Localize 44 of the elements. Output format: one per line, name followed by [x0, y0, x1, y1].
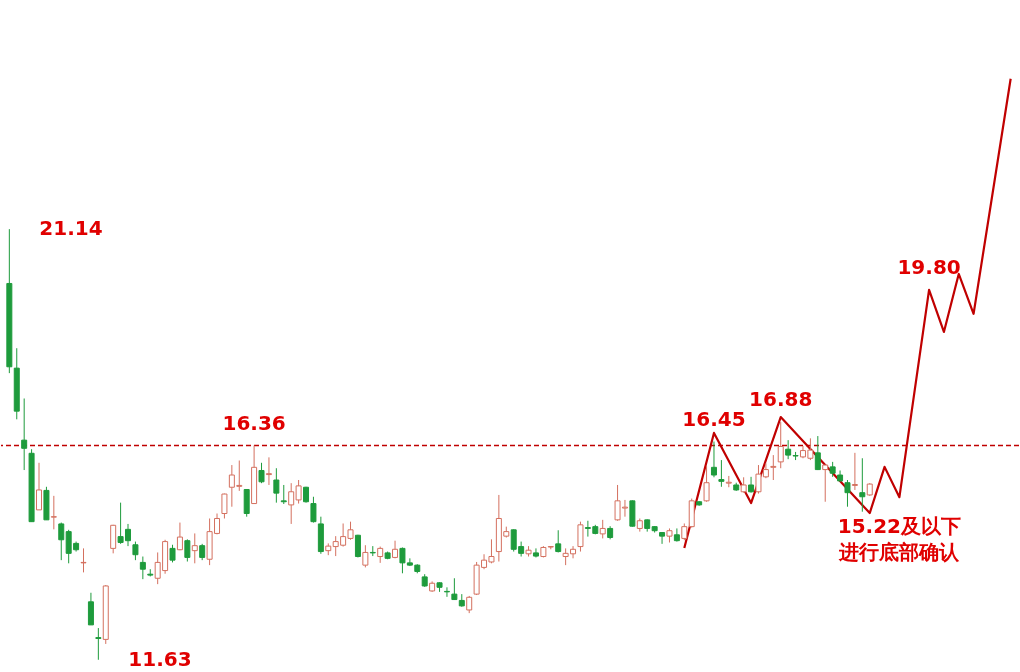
candlestick	[273, 467, 280, 504]
candlestick	[814, 435, 821, 471]
candlestick	[191, 532, 198, 564]
candlestick	[770, 454, 777, 481]
candlestick	[80, 547, 87, 573]
candlestick	[110, 524, 117, 554]
annotation: 16.88	[749, 387, 813, 412]
candlestick	[221, 493, 228, 519]
candlestick	[703, 465, 710, 503]
candlestick	[258, 462, 265, 484]
annotation: 19.80	[897, 254, 961, 279]
candlestick	[673, 527, 680, 543]
candlestick	[851, 452, 858, 491]
annotation: 进行底部确认	[838, 540, 961, 565]
candlestick	[36, 462, 43, 511]
annotation: 16.45	[682, 406, 746, 431]
candlestick	[139, 556, 146, 580]
candlestick	[577, 521, 584, 553]
candlestick	[50, 495, 57, 530]
candlestick	[280, 484, 287, 505]
candlestick	[599, 519, 606, 539]
candlestick	[718, 459, 725, 488]
candlestick	[362, 544, 369, 568]
candlestick	[132, 541, 139, 561]
candlestick	[95, 627, 102, 661]
candlestick	[176, 522, 183, 551]
candlestick	[844, 479, 851, 508]
annotation: 11.63	[128, 646, 192, 671]
candlestick	[310, 496, 317, 524]
candlestick	[243, 488, 250, 518]
candlestick	[58, 522, 65, 561]
annotation: 15.22及以下	[837, 514, 962, 539]
candlestick	[265, 456, 272, 486]
candlestick	[87, 592, 94, 626]
candlestick	[777, 421, 784, 469]
candlestick	[748, 476, 755, 494]
annotation: 16.36	[222, 410, 286, 435]
candlestick	[21, 397, 28, 471]
candlestick	[184, 538, 191, 563]
candlestick	[710, 441, 717, 478]
candlestick	[822, 464, 829, 503]
candlestick	[659, 531, 666, 545]
annotation: 21.14	[39, 216, 103, 241]
candlestick	[859, 457, 866, 513]
